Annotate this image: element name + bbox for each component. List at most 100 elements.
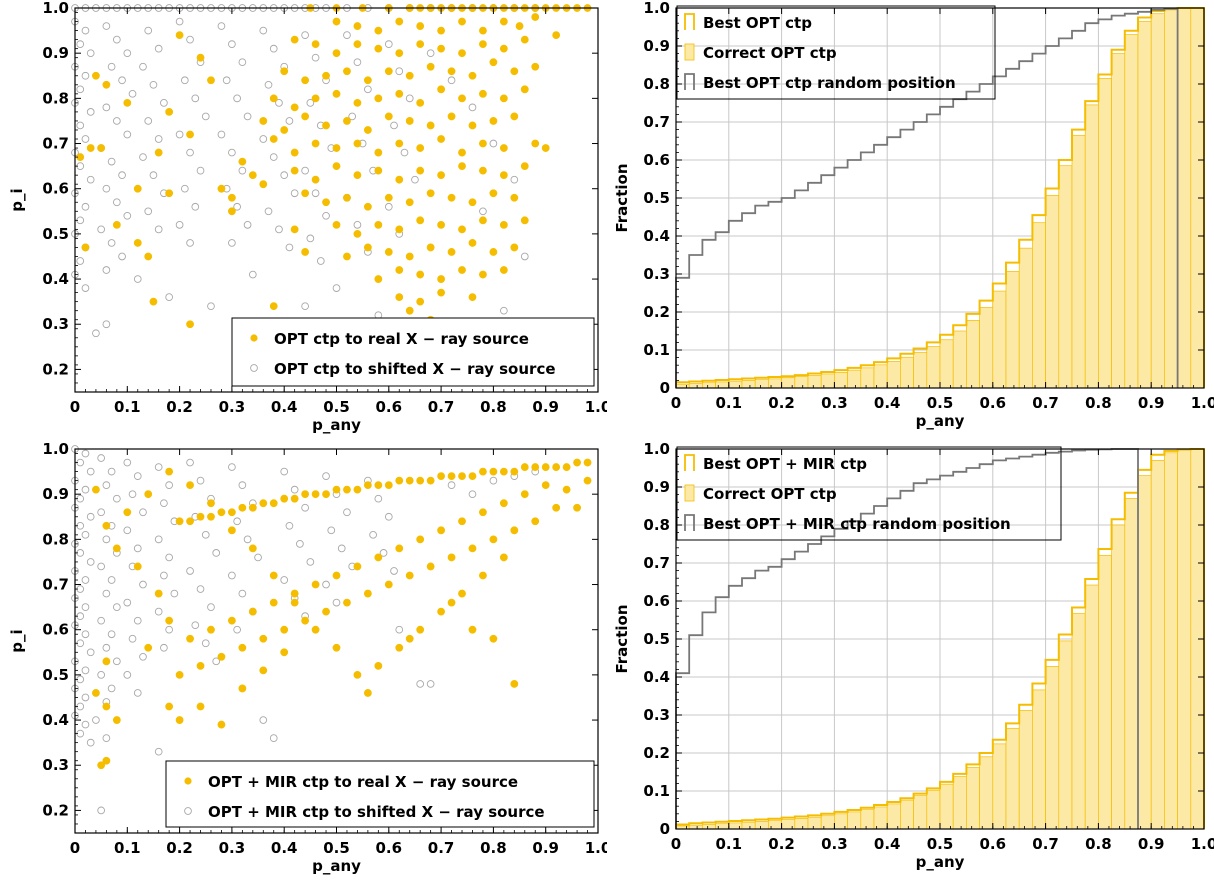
scatter-point [437,26,445,35]
hist-bar [1177,449,1192,830]
scatter-point [562,463,571,471]
scatter-point [337,544,346,553]
scatter-point [269,44,278,53]
scatter-point [107,576,116,584]
legend: OPT ctp to real X − ray source OPT ctp to… [231,317,595,387]
scatter-point [437,607,445,616]
scatter-point [437,44,445,53]
y-tick-label: 0.2 [42,360,69,378]
legend-label: Best OPT + MIR ctp [703,455,867,473]
y-tick-label: 0.1 [643,782,670,800]
scatter-point [222,76,231,85]
scatter-point [479,571,487,580]
x-tick-label: 0.3 [219,839,246,857]
scatter-point [479,216,487,225]
scatter-point [269,153,278,161]
scatter-point [97,616,106,625]
scatter-point [426,189,435,198]
scatter-point [259,634,268,643]
scatter-point [426,62,435,71]
scatter-point [583,458,592,467]
scatter-point [311,490,320,499]
y-tick-label: 0.3 [643,706,670,724]
y-tick-label: 0.1 [643,341,670,359]
legend: Best OPT + MIR ctp Correct OPT ctp Best OP… [676,446,1062,541]
scatter-point [186,35,194,44]
scatter-point [353,139,362,148]
y-tick-label: 1.0 [42,0,69,17]
scatter-point [107,684,116,693]
x-axis-label: p_any [916,412,965,430]
scatter-point [97,806,106,815]
scatter-point [426,476,435,485]
hist-bar [715,381,730,389]
scatter-point [264,207,273,216]
scatter-point [133,544,142,553]
scatter-point [332,49,341,58]
scatter-point [81,71,90,80]
series-best-step [675,7,1205,388]
scatter-point [259,135,268,143]
scatter-point [217,720,226,729]
scatter-point [384,580,393,589]
scatter-point [520,35,529,44]
scatter-point [552,503,561,512]
scatter-point [416,144,425,152]
scatter-point [301,76,310,85]
scatter-point [374,553,383,562]
scatter-point [437,85,445,94]
scatter-point [437,275,445,283]
hist-bar [1098,555,1112,830]
x-tick-label: 0.2 [768,394,795,412]
scatter-point [238,503,247,512]
scatter-point [280,126,289,134]
scatter-point [118,76,126,85]
scatter-point [510,680,519,688]
scatter-point [123,98,132,107]
scatter-point [290,35,299,44]
scatter-point [275,225,283,234]
hist-bar [794,818,809,830]
scatter-point [86,558,95,566]
scatter-point [133,562,142,571]
scatter-point [186,634,194,643]
scatter-point [97,508,106,517]
scatter-point [186,130,194,139]
scatter-point [374,494,383,503]
scatter-point [290,225,299,234]
scatter-point [416,166,425,175]
scatter-point [426,121,435,130]
scatter-point [175,220,184,229]
hist-bar [1098,77,1112,389]
y-tick-label: 0.3 [42,756,69,774]
scatter-point [170,589,179,598]
hist-bar [886,803,901,830]
scatter-point [254,553,262,562]
scatter-point [112,657,121,666]
scatter-point [102,80,111,89]
series-real [76,4,592,329]
x-tick-label: 0.7 [428,839,455,857]
scatter-point [186,239,194,247]
scatter-point [269,598,278,607]
hist-bar [1164,9,1178,389]
scatter-point [322,580,330,589]
scatter-point [520,85,529,94]
scatter-point [489,58,498,67]
scatter-point [180,184,189,193]
scatter-point [160,99,168,107]
scatter-point [102,734,111,742]
x-axis-label: p_any [916,853,965,871]
scatter-point [489,189,498,198]
hist-bar [1150,13,1165,389]
scatter-point [123,130,132,139]
scatter-point [301,189,310,198]
scatter-point [102,756,111,765]
scatter-point [112,716,121,724]
scatter-point [92,716,100,724]
scatter-point [458,589,466,598]
hist-bar [900,799,914,830]
scatter-point [149,80,158,89]
y-tick-label: 0.5 [42,666,69,684]
scatter-point [322,490,330,499]
